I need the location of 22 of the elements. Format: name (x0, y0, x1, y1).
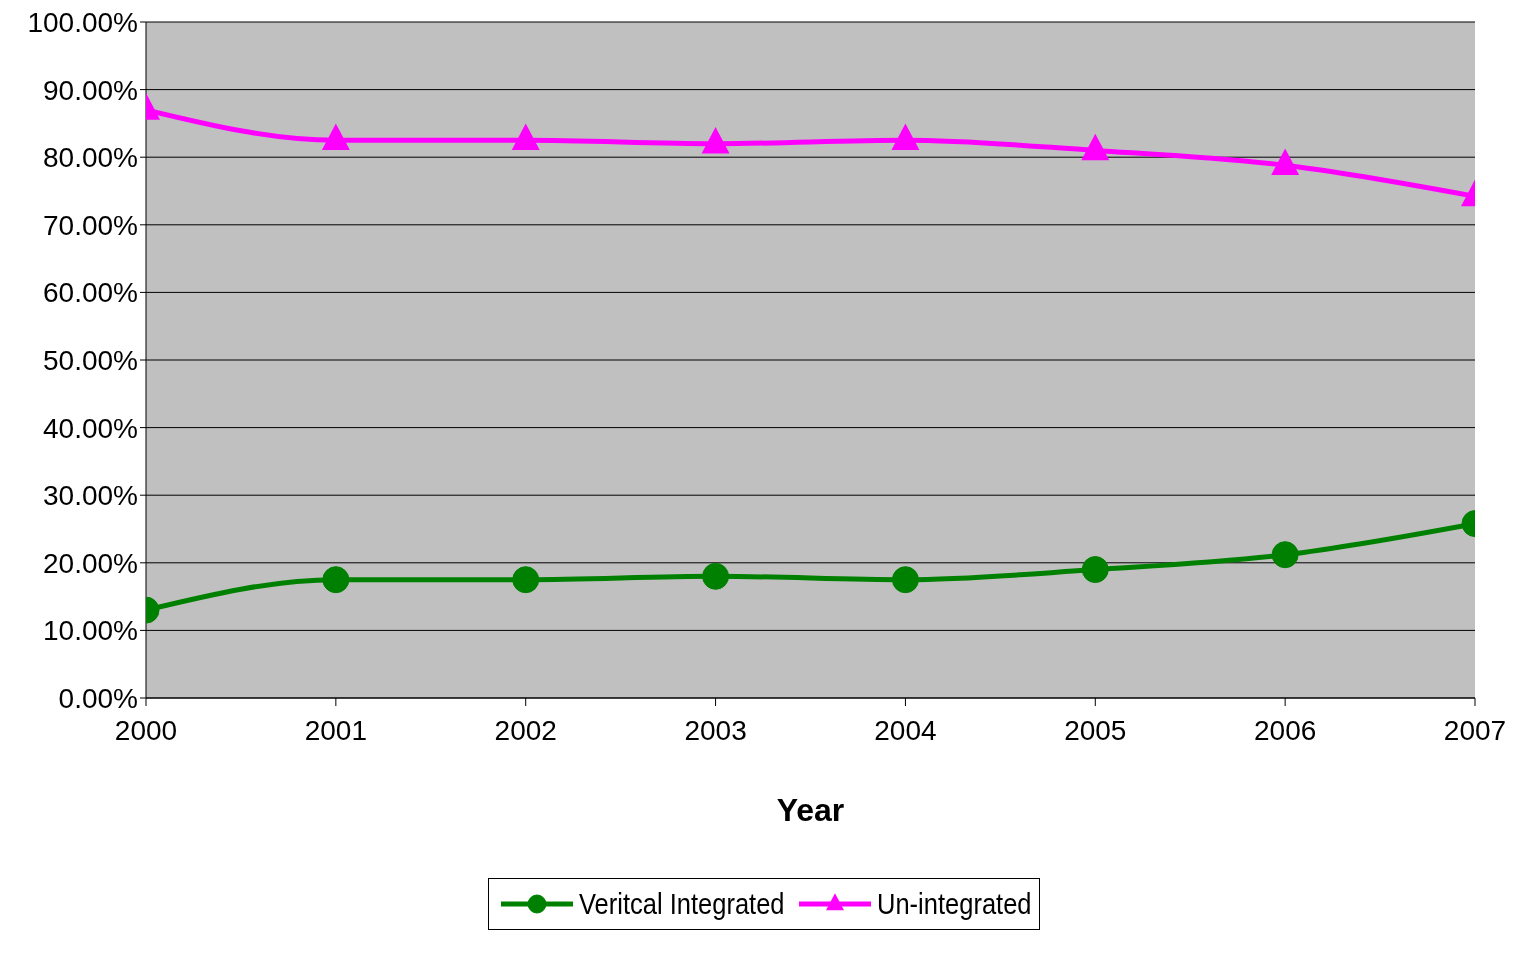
y-tick-label: 50.00% (43, 344, 138, 376)
x-tick-label: 2003 (684, 714, 747, 746)
x-tick-label: 2002 (494, 714, 557, 746)
x-tick-label: 2001 (304, 714, 368, 746)
y-tick-label: 20.00% (43, 547, 138, 579)
y-tick-label: 90.00% (43, 74, 138, 106)
legend-label: Veritcal Integrated (579, 887, 785, 921)
x-tick-label: 2007 (1443, 714, 1507, 746)
x-tick-label: 2004 (874, 714, 937, 746)
x-tick-label: 2006 (1253, 714, 1317, 746)
x-axis-title: Year (776, 791, 845, 828)
legend-label: Un-integrated (877, 887, 1032, 921)
y-tick-label: 60.00% (43, 277, 138, 309)
y-tick-label: 10.00% (43, 615, 138, 647)
y-tick-label: 100.00% (27, 6, 138, 38)
y-tick-label: 80.00% (43, 142, 138, 174)
y-tick-label: 30.00% (43, 480, 138, 512)
x-tick-label: 2005 (1064, 714, 1127, 746)
y-tick-label: 40.00% (43, 412, 138, 444)
x-tick-label: 2000 (114, 714, 178, 746)
y-tick-label: 0.00% (58, 682, 138, 714)
y-tick-label: 70.00% (43, 209, 138, 241)
